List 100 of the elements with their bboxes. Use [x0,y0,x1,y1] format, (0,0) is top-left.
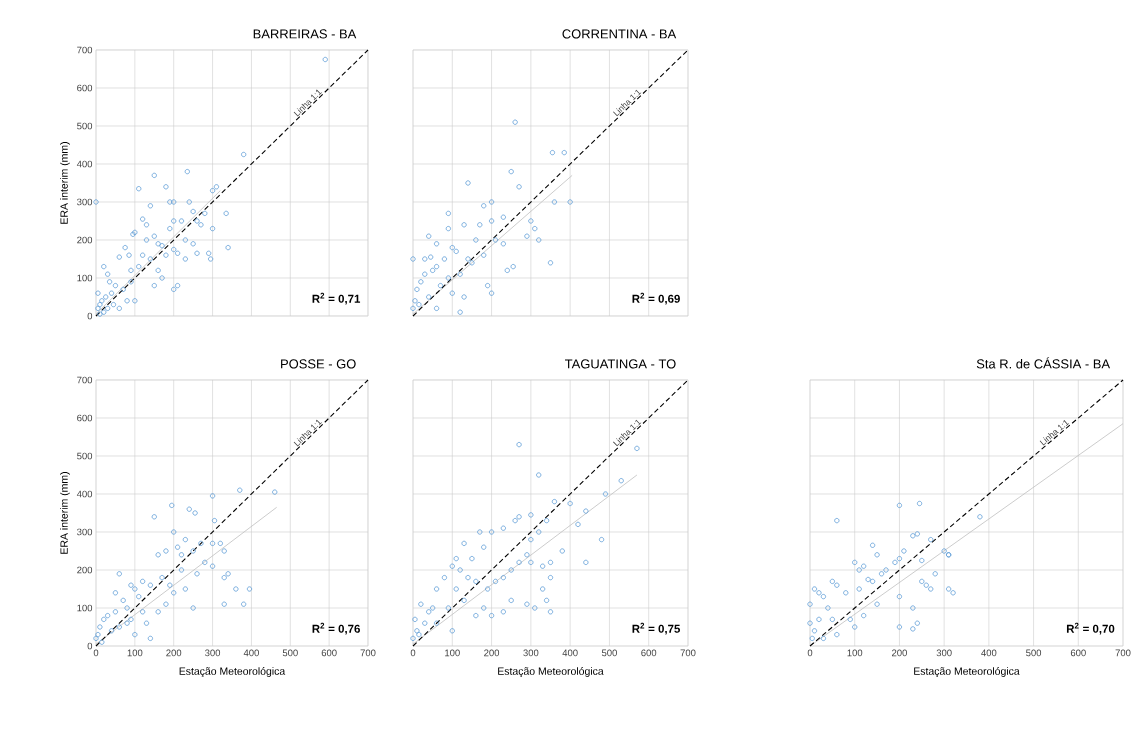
y-tick-label: 400 [76,490,93,498]
x-tick-label: 100 [445,649,460,657]
point [211,518,218,524]
point [928,586,934,592]
point [182,537,188,543]
point [272,489,278,495]
point [221,575,227,581]
x-axis-title: Estação Meteorológica [914,667,1020,677]
point [941,548,947,554]
point [825,605,831,611]
point [412,298,418,304]
point [811,586,818,592]
point [192,510,198,516]
point [901,548,907,554]
point [896,624,903,630]
y-tick-label: 0 [87,642,93,650]
point [883,567,889,573]
point [198,540,204,546]
point [178,552,185,558]
y-tick-label: 200 [77,566,93,574]
point [834,582,840,588]
point [820,594,827,600]
point [878,571,885,577]
y-tick-label: 0 [87,312,93,320]
point [171,529,177,535]
y-tick-label: 500 [77,452,93,460]
point [410,256,416,262]
point [834,632,840,638]
x-tick-label: 700 [680,649,696,657]
x-axis-title: Estação Meteorológica [179,667,286,677]
x-tick-label: 600 [1070,649,1086,657]
x-tick-label: 200 [484,649,500,657]
y-tick-label: 200 [77,236,93,244]
point [923,582,929,588]
point [919,557,925,564]
y-tick-label: 700 [77,376,93,384]
chart-title: TAGUATINGA - TO [565,359,676,369]
point [465,180,471,186]
point [549,149,556,156]
point [469,260,475,266]
point [422,271,428,277]
point [209,493,216,499]
point [852,624,858,630]
point [225,571,231,577]
point [914,531,920,537]
point [112,590,119,596]
y-axis-title: ERA interim (mm) [60,142,70,224]
x-tick-label: 100 [127,649,143,657]
point [896,502,903,508]
x-tick-label: 100 [847,649,863,657]
x-tick-label: 600 [641,649,657,657]
point [932,571,938,577]
x-tick-label: 0 [807,649,813,657]
point [171,590,177,596]
point [116,571,122,577]
point [500,241,506,247]
point [120,597,126,603]
x-tick-label: 0 [410,649,416,657]
point [861,613,867,619]
point [977,514,983,520]
point [807,620,813,626]
point [481,252,487,258]
point [488,218,495,224]
point [246,586,253,592]
point [500,214,506,220]
point [914,620,920,626]
x-tick-label: 400 [562,649,578,657]
point [870,542,876,548]
y-tick-label: 300 [77,198,93,206]
x-tick-label: 200 [166,649,182,657]
point [209,540,216,546]
point [441,256,448,262]
x-tick-label: 500 [601,649,617,657]
point [856,586,862,592]
y-tick-label: 400 [76,160,93,168]
point [561,149,567,156]
annotation: R$^{2}$ = 0,71 [312,292,361,305]
point [449,244,455,251]
x-tick-label: 700 [1115,649,1131,657]
point [481,203,487,209]
point [910,605,916,611]
point [136,594,142,600]
point [237,487,243,493]
point [492,237,499,243]
point [194,571,200,577]
point [465,256,471,262]
point [140,609,146,615]
point [532,225,538,232]
point [159,575,165,581]
point [874,552,880,558]
point [477,222,483,228]
point [433,305,440,311]
point [950,590,956,596]
point [132,586,138,592]
point [896,556,903,562]
point [221,601,227,607]
point [449,290,455,296]
point [410,305,416,311]
y-tick-label: 100 [77,274,93,282]
point [167,582,173,588]
